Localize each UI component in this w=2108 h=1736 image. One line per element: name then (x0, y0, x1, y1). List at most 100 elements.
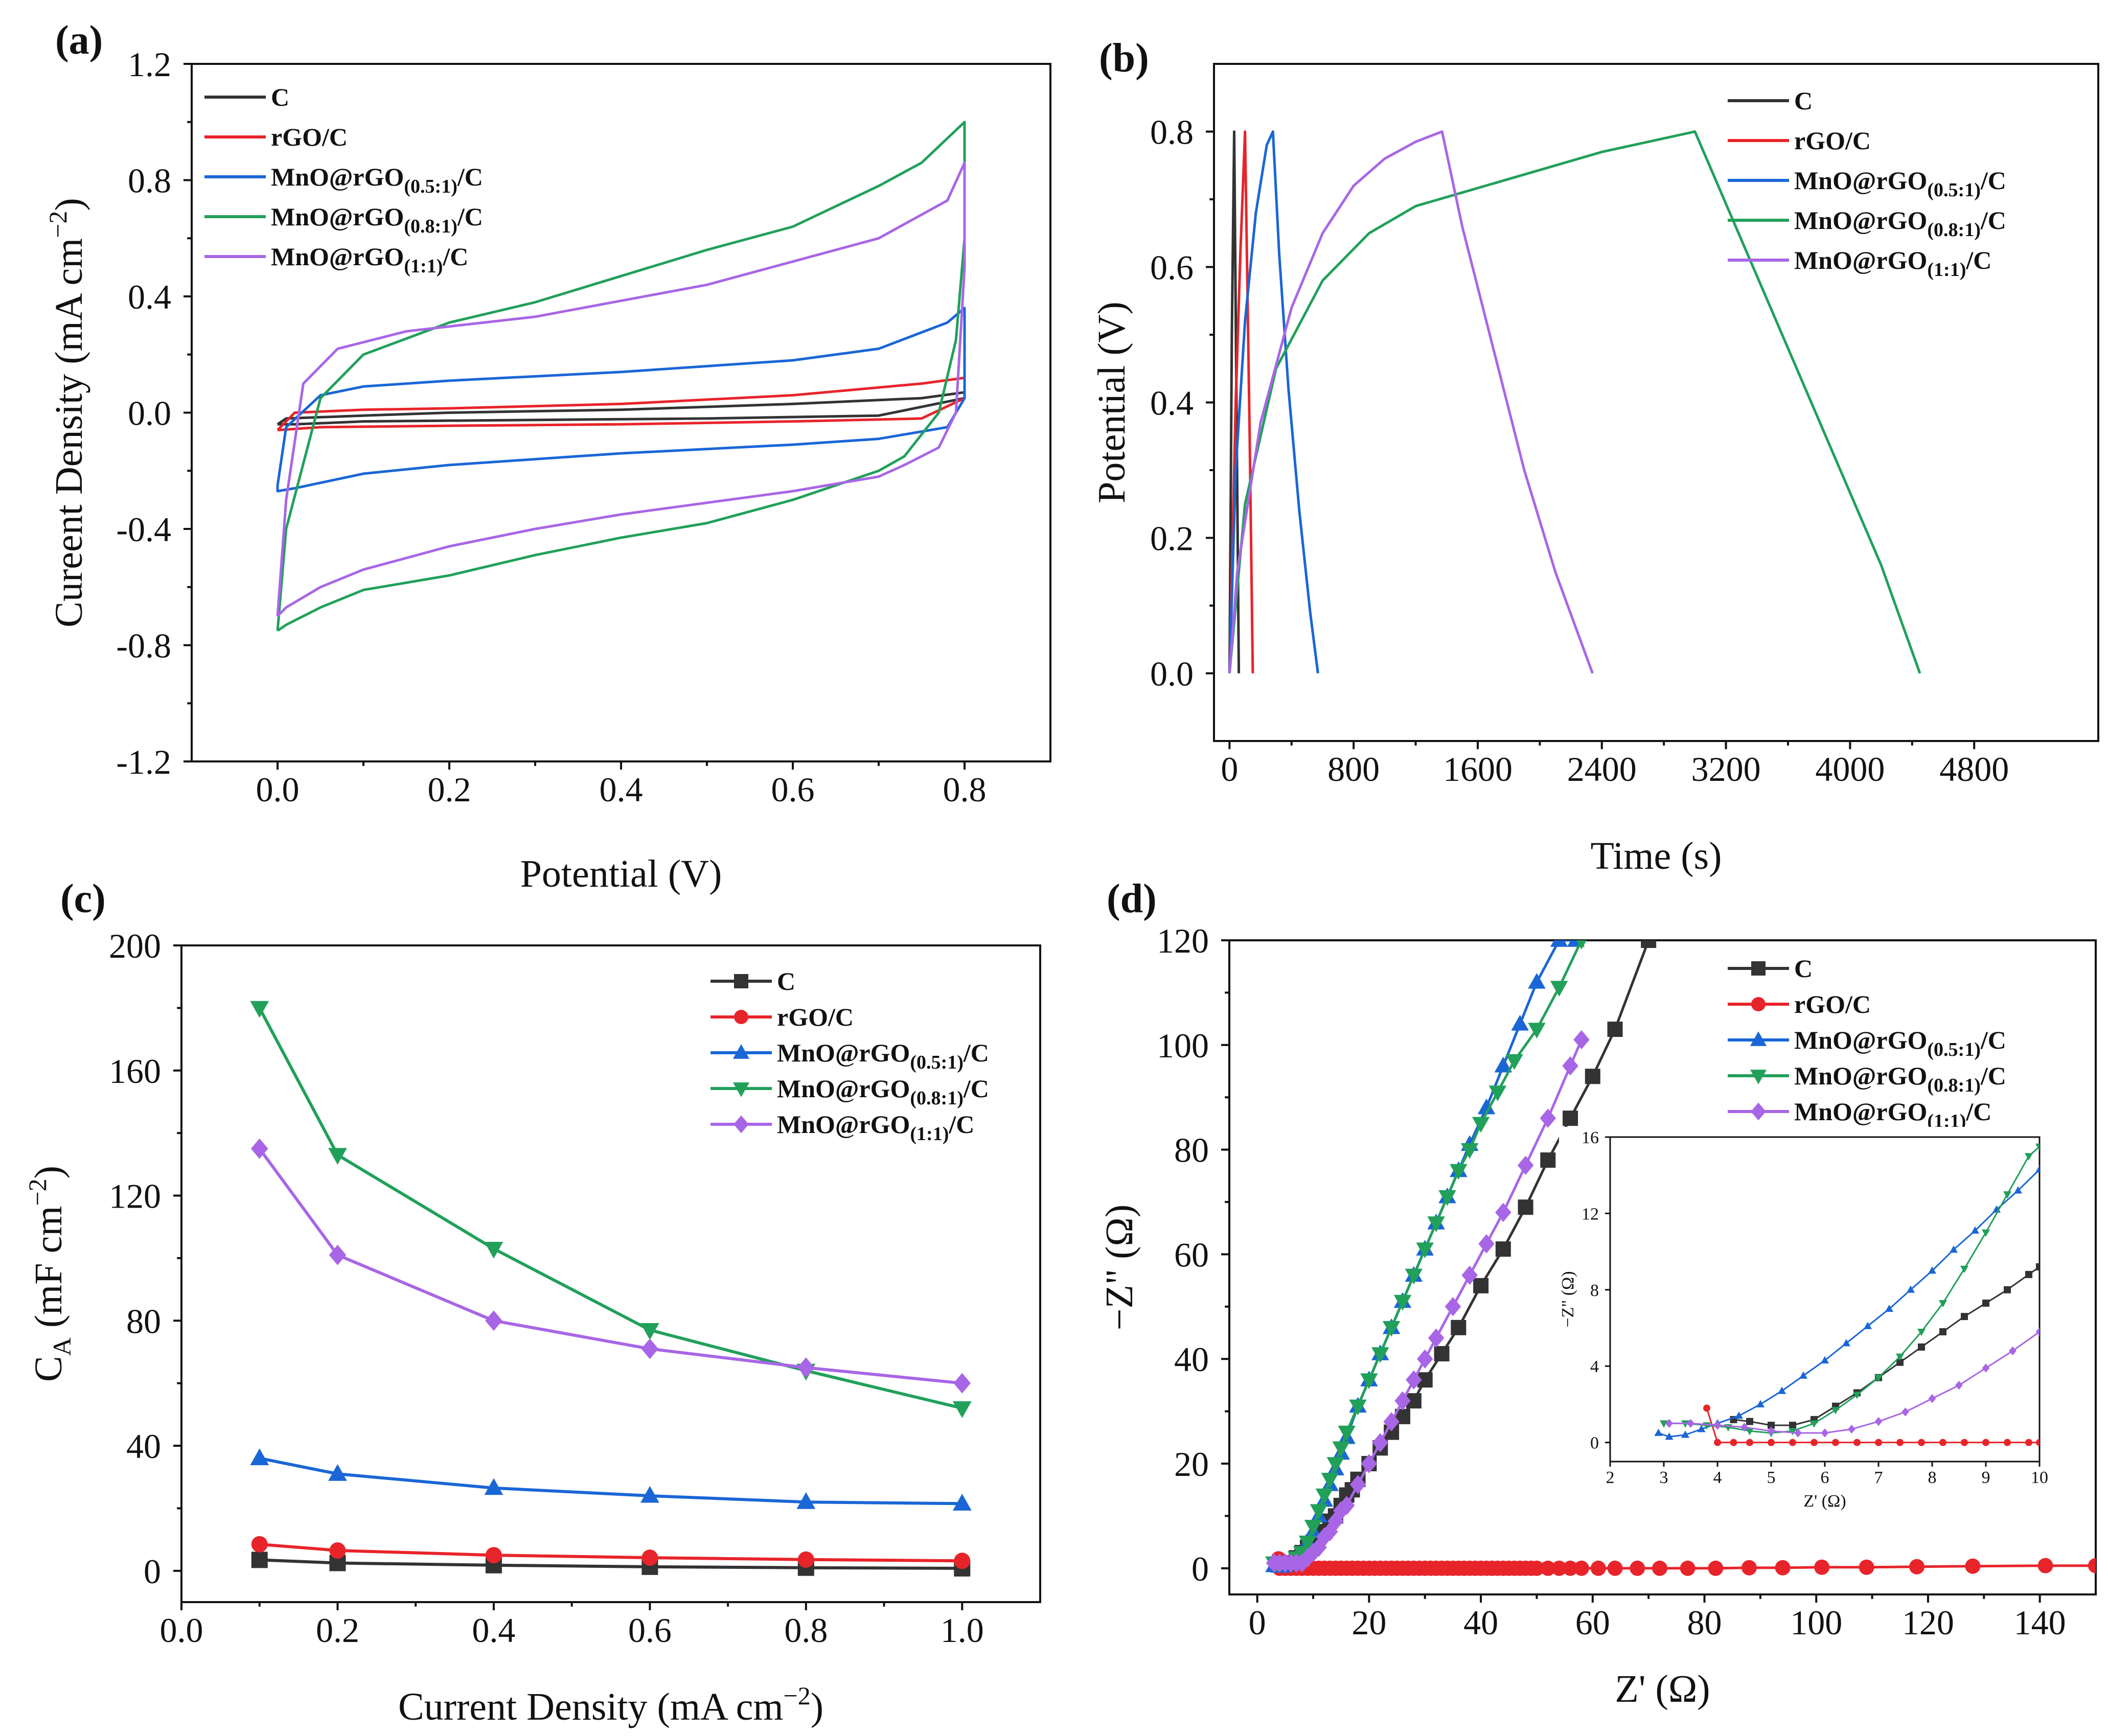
inset-point (1665, 1419, 1673, 1428)
x-tick-label: 0.0 (160, 1611, 203, 1650)
data-point (1641, 940, 1657, 948)
inset-point (1874, 1374, 1883, 1382)
legend-marker (1751, 961, 1766, 976)
data-point (485, 1547, 502, 1564)
legend-label-main: MnO@rGO (1794, 166, 1927, 195)
data-point (2088, 1558, 2096, 1573)
y-tick-label: 0.0 (1150, 655, 1194, 693)
y-tick-label: 12 (1582, 1205, 1599, 1223)
data-point (251, 1536, 268, 1553)
data-point (1416, 1349, 1433, 1369)
legend-label-sub: (0.8:1) (404, 216, 457, 237)
x-tick-label: 0.6 (771, 770, 815, 809)
legend-marker (732, 1082, 750, 1097)
legend-label-end: /C (1980, 166, 2006, 195)
legend-label-main: MnO@rGO (1794, 206, 1927, 235)
legend-label-sub: (0.8:1) (1927, 219, 1980, 241)
y-axis-label: CA (mF cm−2) (23, 1166, 76, 1382)
y-axis-label-end: ) (27, 1166, 70, 1178)
inset-point (1917, 1329, 1926, 1336)
panel-a: 0.0 0.2 0.4 0.6 0.8 1.2 0.8 0.4 0.0 -0.4 -0.8 -1.2 C… (43, 18, 1051, 895)
inset-point (2025, 1439, 2032, 1446)
data-point (1573, 1030, 1590, 1050)
data-point (1540, 1560, 1556, 1576)
data-point (1405, 1268, 1423, 1285)
data-point (1562, 1056, 1578, 1076)
data-point (1383, 1412, 1400, 1431)
data-point (251, 1552, 268, 1568)
data-point (1473, 1278, 1489, 1293)
nyquist-line (1274, 1039, 1583, 1565)
y-axis-label-end: ) (48, 198, 90, 211)
inset-point (1768, 1422, 1775, 1429)
data-point (1742, 1560, 1757, 1576)
data-point (1551, 1560, 1567, 1576)
inset-point (2035, 1143, 2040, 1151)
legend-label: MnO@rGO(0.8:1)/C (1794, 206, 2006, 241)
legend-label-main: MnO@rGO (1794, 1026, 1927, 1054)
x-tick-label: 1.0 (941, 1611, 984, 1650)
data-point (1909, 1559, 1925, 1575)
y-tick-label: 40 (126, 1427, 161, 1466)
panel-b: 0 800 1600 2400 3200 4000 4800 0.8 0.6 0.4 0.2 0.0 C… (1090, 36, 2099, 877)
legend-label: MnO@rGO(1:1)/C (1794, 246, 1991, 281)
x-tick-label: 0 (1249, 1603, 1266, 1642)
legend-label: rGO/C (777, 1003, 854, 1031)
data-point (1563, 1560, 1578, 1576)
inset-point (1939, 1439, 1946, 1446)
inset-point (1811, 1439, 1818, 1446)
data-point (640, 1486, 659, 1503)
data-point (1460, 1143, 1479, 1159)
x-axis-label: Z' (Ω) (1615, 1668, 1710, 1710)
legend-label-end: /C (442, 242, 468, 271)
legend-label-main: C (1794, 86, 1813, 115)
inset-point (1809, 1420, 1819, 1428)
legend-label-end: /C (457, 163, 483, 191)
data-point (1349, 1399, 1367, 1416)
data-point (1321, 1472, 1339, 1489)
inset-point (1788, 1428, 1797, 1436)
y-tick-label: 0.6 (1150, 248, 1194, 287)
legend-label: MnO@rGO(1:1)/C (1794, 1097, 1991, 1132)
data-point (1607, 1560, 1623, 1576)
panel-label: (d) (1107, 876, 1157, 921)
inset-plot: 2 3 4 5 6 7 8 9 10 16 12 8 4 0 Z' (Ω) −Z" (Ω) (1559, 1127, 2050, 1523)
data-point (1518, 1199, 1533, 1215)
legend-label-main: MnO@rGO (1794, 1061, 1927, 1090)
inset-point (1874, 1417, 1883, 1426)
y-axis-label-sup: −2 (23, 1178, 52, 1206)
data-point (1382, 1321, 1401, 1337)
data-point (1494, 1056, 1513, 1073)
legend-label-main: MnO@rGO (271, 202, 404, 231)
legend-label: rGO/C (271, 123, 348, 151)
inset-point (1906, 1285, 1915, 1293)
x-tick-label: 4800 (1939, 750, 2009, 789)
legend-label: MnO@rGO(0.5:1)/C (1794, 166, 2006, 201)
data-point (1529, 1560, 1545, 1576)
inset-point (1949, 1245, 1958, 1253)
y-tick-label: 0 (1590, 1434, 1599, 1453)
inset-point (1730, 1439, 1737, 1446)
data-point (1394, 1391, 1411, 1410)
data-point (1775, 1560, 1791, 1576)
x-tick-label: 3 (1660, 1468, 1668, 1487)
data-point (1652, 1560, 1668, 1576)
data-point (1450, 1164, 1468, 1180)
inset-point (1768, 1439, 1775, 1446)
inset-line (1733, 1266, 2040, 1426)
data-point (1630, 1560, 1645, 1576)
x-tick-label: 9 (1982, 1468, 1990, 1487)
legend-label: MnO@rGO(0.5:1)/C (777, 1038, 989, 1073)
cv-loop (276, 161, 966, 617)
inset-point (1794, 1428, 1802, 1438)
inset-point (1789, 1422, 1796, 1429)
data-point (952, 1494, 972, 1511)
x-tick-label: 60 (1575, 1603, 1610, 1642)
inset-point (1697, 1425, 1706, 1432)
inset-point (1961, 1439, 1968, 1446)
data-point (1360, 1373, 1378, 1390)
x-tick-label: 10 (2031, 1468, 2048, 1487)
y-axis-label: −Z" (Ω) (1098, 1205, 1141, 1330)
inset-y-label: −Z" (Ω) (1559, 1271, 1577, 1327)
y-axis-label-main: Cureent Density (mA cm (48, 238, 90, 628)
